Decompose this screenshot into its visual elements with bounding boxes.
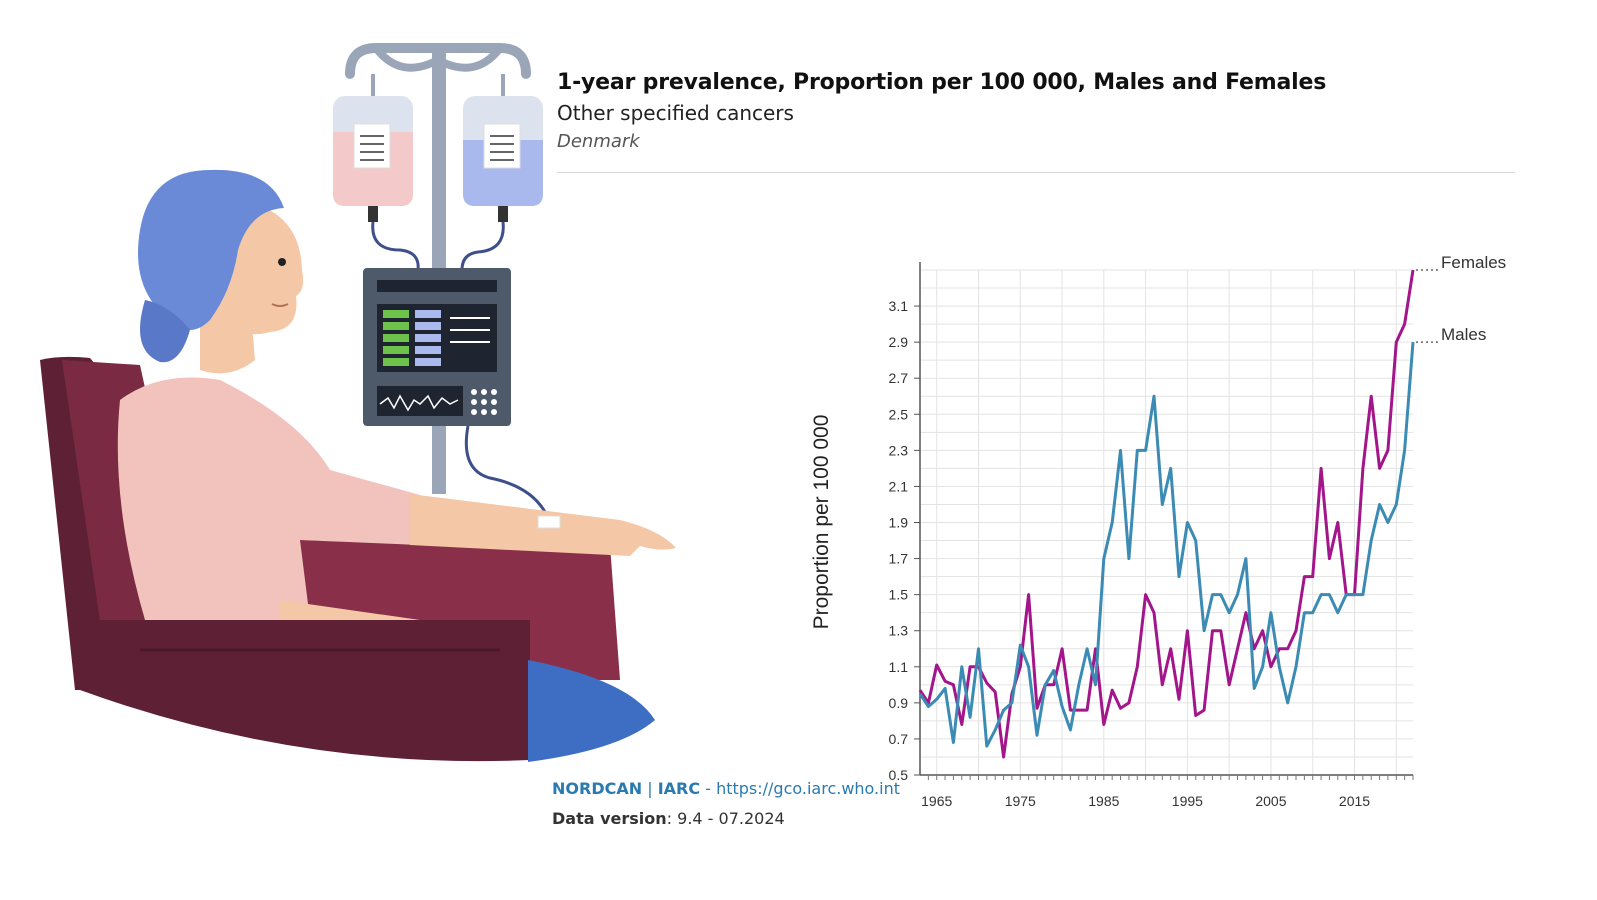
infusion-pump-monitor-icon — [363, 268, 547, 513]
y-tick-label: 1.5 — [889, 587, 909, 603]
y-tick-label: 1.1 — [889, 659, 909, 675]
y-tick-label: 3.1 — [889, 298, 909, 314]
y-tick-label: 1.3 — [889, 623, 909, 639]
series-label-males: Males — [1441, 325, 1486, 344]
x-tick-label: 1985 — [1088, 793, 1119, 809]
y-tick-label: 0.7 — [889, 731, 909, 747]
armchair-icon — [40, 356, 620, 762]
y-tick-label: 2.3 — [889, 442, 909, 458]
series-label-females: Females — [1441, 253, 1506, 272]
x-tick-label: 1975 — [1005, 793, 1036, 809]
chart-region: Denmark — [557, 131, 640, 152]
y-tick-label: 2.1 — [889, 478, 909, 494]
data-version-value: : 9.4 - 07.2024 — [666, 809, 785, 828]
y-tick-label: 2.5 — [889, 406, 909, 422]
chart-header: 1-year prevalence, Proportion per 100 00… — [557, 68, 1517, 156]
chart-title: 1-year prevalence, Proportion per 100 00… — [557, 70, 1327, 95]
x-tick-labels: 1965 1975 1985 1995 2005 2015 — [921, 793, 1370, 809]
y-axis-label: Proportion per 100 000 — [810, 415, 833, 630]
x-tick-label: 1965 — [921, 793, 952, 809]
patient-legs — [528, 660, 655, 762]
y-tick-label: 1.9 — [889, 515, 909, 531]
iv-bag-left-icon — [333, 74, 420, 271]
y-tick-label: 0.9 — [889, 695, 909, 711]
y-tick-label: 2.9 — [889, 334, 909, 350]
source-credits: NORDCAN | IARC - https://gco.iarc.who.in… — [552, 774, 900, 834]
data-version-label: Data version — [552, 809, 667, 828]
headscarf-icon — [138, 169, 284, 330]
y-tick-label: 2.7 — [889, 370, 909, 386]
source-dash: - — [705, 779, 711, 798]
series-labels: Females Males — [1416, 253, 1506, 344]
x-tick-label: 2015 — [1339, 793, 1370, 809]
x-tick-label: 2005 — [1255, 793, 1286, 809]
iv-bag-right-icon — [460, 74, 543, 271]
series-line-males — [918, 341, 1415, 748]
source-iarc: IARC — [657, 779, 701, 798]
grid-lines — [920, 269, 1413, 776]
source-nordcan: NORDCAN — [552, 779, 643, 798]
y-tick-label: 1.7 — [889, 551, 909, 567]
x-tick-label: 1995 — [1172, 793, 1203, 809]
y-tick-label: 0.5 — [889, 767, 909, 783]
series-line-females — [918, 269, 1415, 759]
patient-infusion-illustration — [40, 43, 676, 762]
patient-figure — [117, 169, 676, 620]
header-divider — [557, 172, 1515, 173]
axes — [914, 262, 1414, 780]
source-link[interactable]: https://gco.iarc.who.int — [716, 779, 900, 798]
series-lines — [918, 269, 1415, 759]
y-tick-labels: 0.5 0.7 0.9 1.1 1.3 1.5 1.7 1.9 2.1 2.3 2.5 2.7 2.9 3… — [889, 298, 909, 783]
source-separator: | — [647, 779, 653, 798]
chart-subtitle: Other specified cancers — [557, 101, 794, 125]
